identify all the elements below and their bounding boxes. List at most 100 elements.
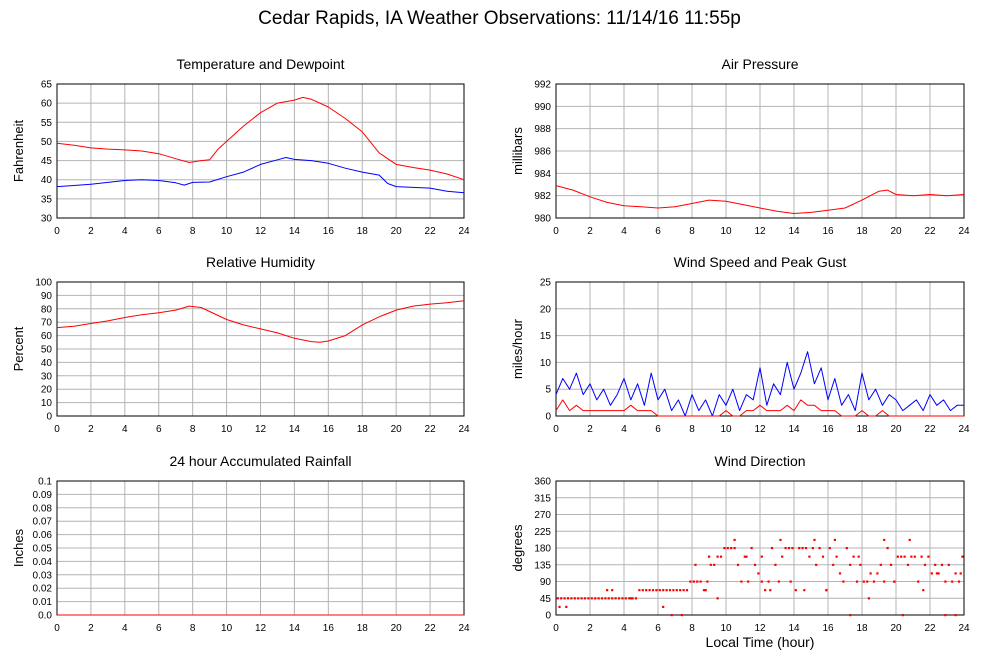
data-point bbox=[893, 580, 896, 583]
x-tick-label: 10 bbox=[720, 623, 732, 634]
x-tick-label: 12 bbox=[255, 424, 267, 435]
data-point bbox=[883, 580, 886, 583]
x-tick-label: 4 bbox=[122, 424, 128, 435]
data-point bbox=[611, 597, 614, 600]
x-tick-label: 24 bbox=[458, 226, 470, 237]
data-point bbox=[733, 538, 736, 542]
data-point bbox=[723, 547, 726, 550]
x-tick-label: 0 bbox=[553, 623, 559, 634]
y-tick-label: 0 bbox=[46, 412, 52, 423]
x-axis-label: Local Time (hour) bbox=[705, 634, 815, 650]
chart-rh: Relative HumidityPercent0102030405060708… bbox=[11, 254, 470, 435]
x-tick-label: 10 bbox=[720, 424, 732, 435]
data-point bbox=[583, 597, 587, 600]
plot-frame bbox=[56, 83, 465, 219]
x-tick-label: 2 bbox=[587, 623, 593, 634]
data-point bbox=[617, 597, 621, 600]
chart-title: Wind Speed and Peak Gust bbox=[674, 254, 847, 270]
data-point bbox=[651, 589, 655, 592]
data-point bbox=[713, 563, 716, 566]
data-point bbox=[685, 589, 689, 592]
x-tick-label: 8 bbox=[689, 623, 695, 634]
data-point bbox=[859, 563, 862, 566]
data-point bbox=[682, 589, 685, 592]
x-tick-label: 22 bbox=[425, 424, 437, 435]
chart-wdir: Wind Directiondegrees0459013518022527031… bbox=[510, 453, 970, 634]
x-tick-label: 14 bbox=[289, 226, 301, 237]
y-tick-label: 0.0 bbox=[38, 611, 52, 622]
y-tick-label: 40 bbox=[41, 358, 53, 369]
x-tick-label: 24 bbox=[958, 623, 970, 634]
x-tick-label: 16 bbox=[323, 226, 335, 237]
y-tick-label: 30 bbox=[41, 371, 53, 382]
data-point bbox=[621, 597, 624, 600]
data-point bbox=[747, 580, 750, 583]
data-point bbox=[580, 597, 583, 600]
data-point bbox=[957, 580, 961, 583]
y-tick-label: 25 bbox=[540, 278, 552, 289]
data-point bbox=[833, 538, 836, 542]
y-tick-label: 70 bbox=[41, 318, 53, 329]
series-line-1 bbox=[555, 351, 964, 417]
data-point bbox=[930, 572, 933, 575]
x-tick-label: 18 bbox=[856, 226, 868, 237]
x-tick-label: 16 bbox=[323, 623, 335, 634]
y-tick-label: 60 bbox=[41, 331, 53, 342]
data-point bbox=[770, 547, 774, 550]
data-point bbox=[631, 597, 634, 600]
data-point bbox=[838, 572, 842, 575]
series-line-2 bbox=[555, 399, 964, 417]
data-point bbox=[883, 538, 886, 542]
y-tick-label: 990 bbox=[534, 102, 551, 113]
data-point bbox=[662, 589, 665, 592]
data-point bbox=[803, 589, 806, 592]
y-tick-label: 0.03 bbox=[33, 570, 53, 581]
data-point bbox=[867, 597, 870, 600]
data-point bbox=[903, 555, 906, 558]
x-tick-label: 24 bbox=[958, 424, 970, 435]
data-point bbox=[876, 572, 879, 575]
data-point bbox=[675, 589, 678, 592]
x-tick-label: 8 bbox=[190, 226, 196, 237]
data-point bbox=[670, 614, 673, 617]
data-point bbox=[750, 547, 753, 550]
x-tick-label: 18 bbox=[357, 226, 369, 237]
data-point bbox=[730, 547, 733, 550]
series-line-1 bbox=[555, 185, 965, 214]
x-tick-label: 2 bbox=[587, 226, 593, 237]
x-tick-label: 12 bbox=[754, 424, 766, 435]
y-tick-label: 20 bbox=[41, 385, 53, 396]
chart-title: Relative Humidity bbox=[206, 254, 315, 270]
data-point bbox=[927, 555, 930, 558]
data-point bbox=[699, 580, 702, 583]
data-point bbox=[935, 572, 938, 575]
data-point bbox=[577, 597, 580, 600]
data-point bbox=[696, 580, 699, 583]
data-point bbox=[629, 597, 632, 600]
data-point bbox=[702, 589, 706, 592]
data-point bbox=[634, 597, 638, 600]
data-point bbox=[801, 547, 804, 550]
data-point bbox=[852, 555, 855, 558]
data-point bbox=[947, 563, 950, 566]
x-tick-label: 16 bbox=[323, 424, 335, 435]
y-tick-label: 55 bbox=[41, 118, 53, 129]
data-point bbox=[587, 597, 590, 600]
data-point bbox=[954, 572, 957, 575]
data-point bbox=[716, 555, 719, 558]
data-point bbox=[662, 605, 665, 609]
data-point bbox=[611, 589, 614, 592]
x-tick-label: 22 bbox=[924, 226, 936, 237]
y-axis-label: degrees bbox=[510, 524, 525, 571]
x-tick-label: 8 bbox=[190, 424, 196, 435]
data-point bbox=[784, 547, 787, 550]
y-tick-label: 45 bbox=[540, 594, 552, 605]
x-tick-label: 14 bbox=[289, 424, 301, 435]
y-tick-label: 50 bbox=[41, 345, 53, 356]
x-tick-label: 24 bbox=[458, 424, 470, 435]
data-point bbox=[597, 597, 600, 600]
x-tick-label: 10 bbox=[720, 226, 732, 237]
data-point bbox=[944, 580, 947, 583]
y-tick-label: 90 bbox=[540, 577, 552, 588]
x-tick-label: 0 bbox=[54, 424, 60, 435]
